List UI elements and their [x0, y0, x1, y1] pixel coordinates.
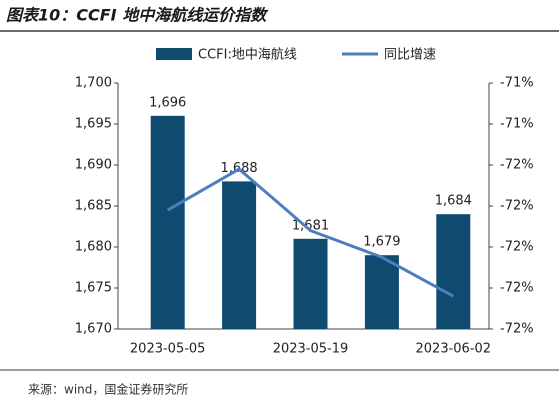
y-tick-label: 1,690	[75, 158, 112, 173]
y-tick-label: 1,680	[75, 240, 112, 255]
bar	[222, 181, 257, 329]
value-label: 1,696	[149, 95, 186, 110]
line	[166, 167, 455, 298]
source: 来源：wind，国金证券研究所	[28, 382, 188, 397]
bar	[293, 238, 328, 329]
y2-tick-label: -71%	[500, 117, 534, 132]
bar	[364, 255, 399, 329]
x-tick-label: 2023-06-02	[416, 342, 492, 357]
y2-tick-label: -72%	[500, 322, 534, 337]
value-label: 1,684	[435, 194, 472, 209]
y2-tick-label: -72%	[500, 158, 534, 173]
y-tick-label: 1,675	[75, 281, 112, 296]
bar	[150, 115, 185, 329]
chart-title: 图表10：CCFI 地中海航线运价指数	[6, 6, 269, 25]
bar	[436, 214, 471, 329]
x-tick-label: 2023-05-05	[130, 342, 206, 357]
y2-tick-label: -72%	[500, 240, 534, 255]
y2-tick-label: -72%	[500, 199, 534, 214]
x-tick-label: 2023-05-19	[273, 342, 349, 357]
legend-label: CCFI:地中海航线	[198, 47, 297, 63]
y-tick-label: 1,685	[75, 199, 112, 214]
y2-tick-label: -71%	[500, 76, 534, 91]
y-tick-label: 1,700	[75, 76, 112, 91]
y-tick-label: 1,695	[75, 117, 112, 132]
legend-swatch	[156, 48, 192, 60]
y-tick-label: 1,670	[75, 322, 112, 337]
y2-tick-label: -72%	[500, 281, 534, 296]
value-label: 1,679	[363, 235, 400, 250]
legend-label: 同比增速	[384, 48, 436, 63]
